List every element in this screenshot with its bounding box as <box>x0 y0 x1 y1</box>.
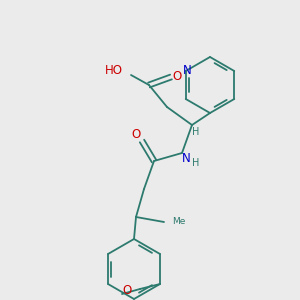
Text: H: H <box>192 127 200 137</box>
Text: H: H <box>192 158 200 168</box>
Text: N: N <box>182 152 190 166</box>
Text: HO: HO <box>105 64 123 77</box>
Text: O: O <box>131 128 141 142</box>
Text: Me: Me <box>172 218 185 226</box>
Text: N: N <box>182 64 191 76</box>
Text: O: O <box>172 70 182 83</box>
Text: O: O <box>123 284 132 298</box>
